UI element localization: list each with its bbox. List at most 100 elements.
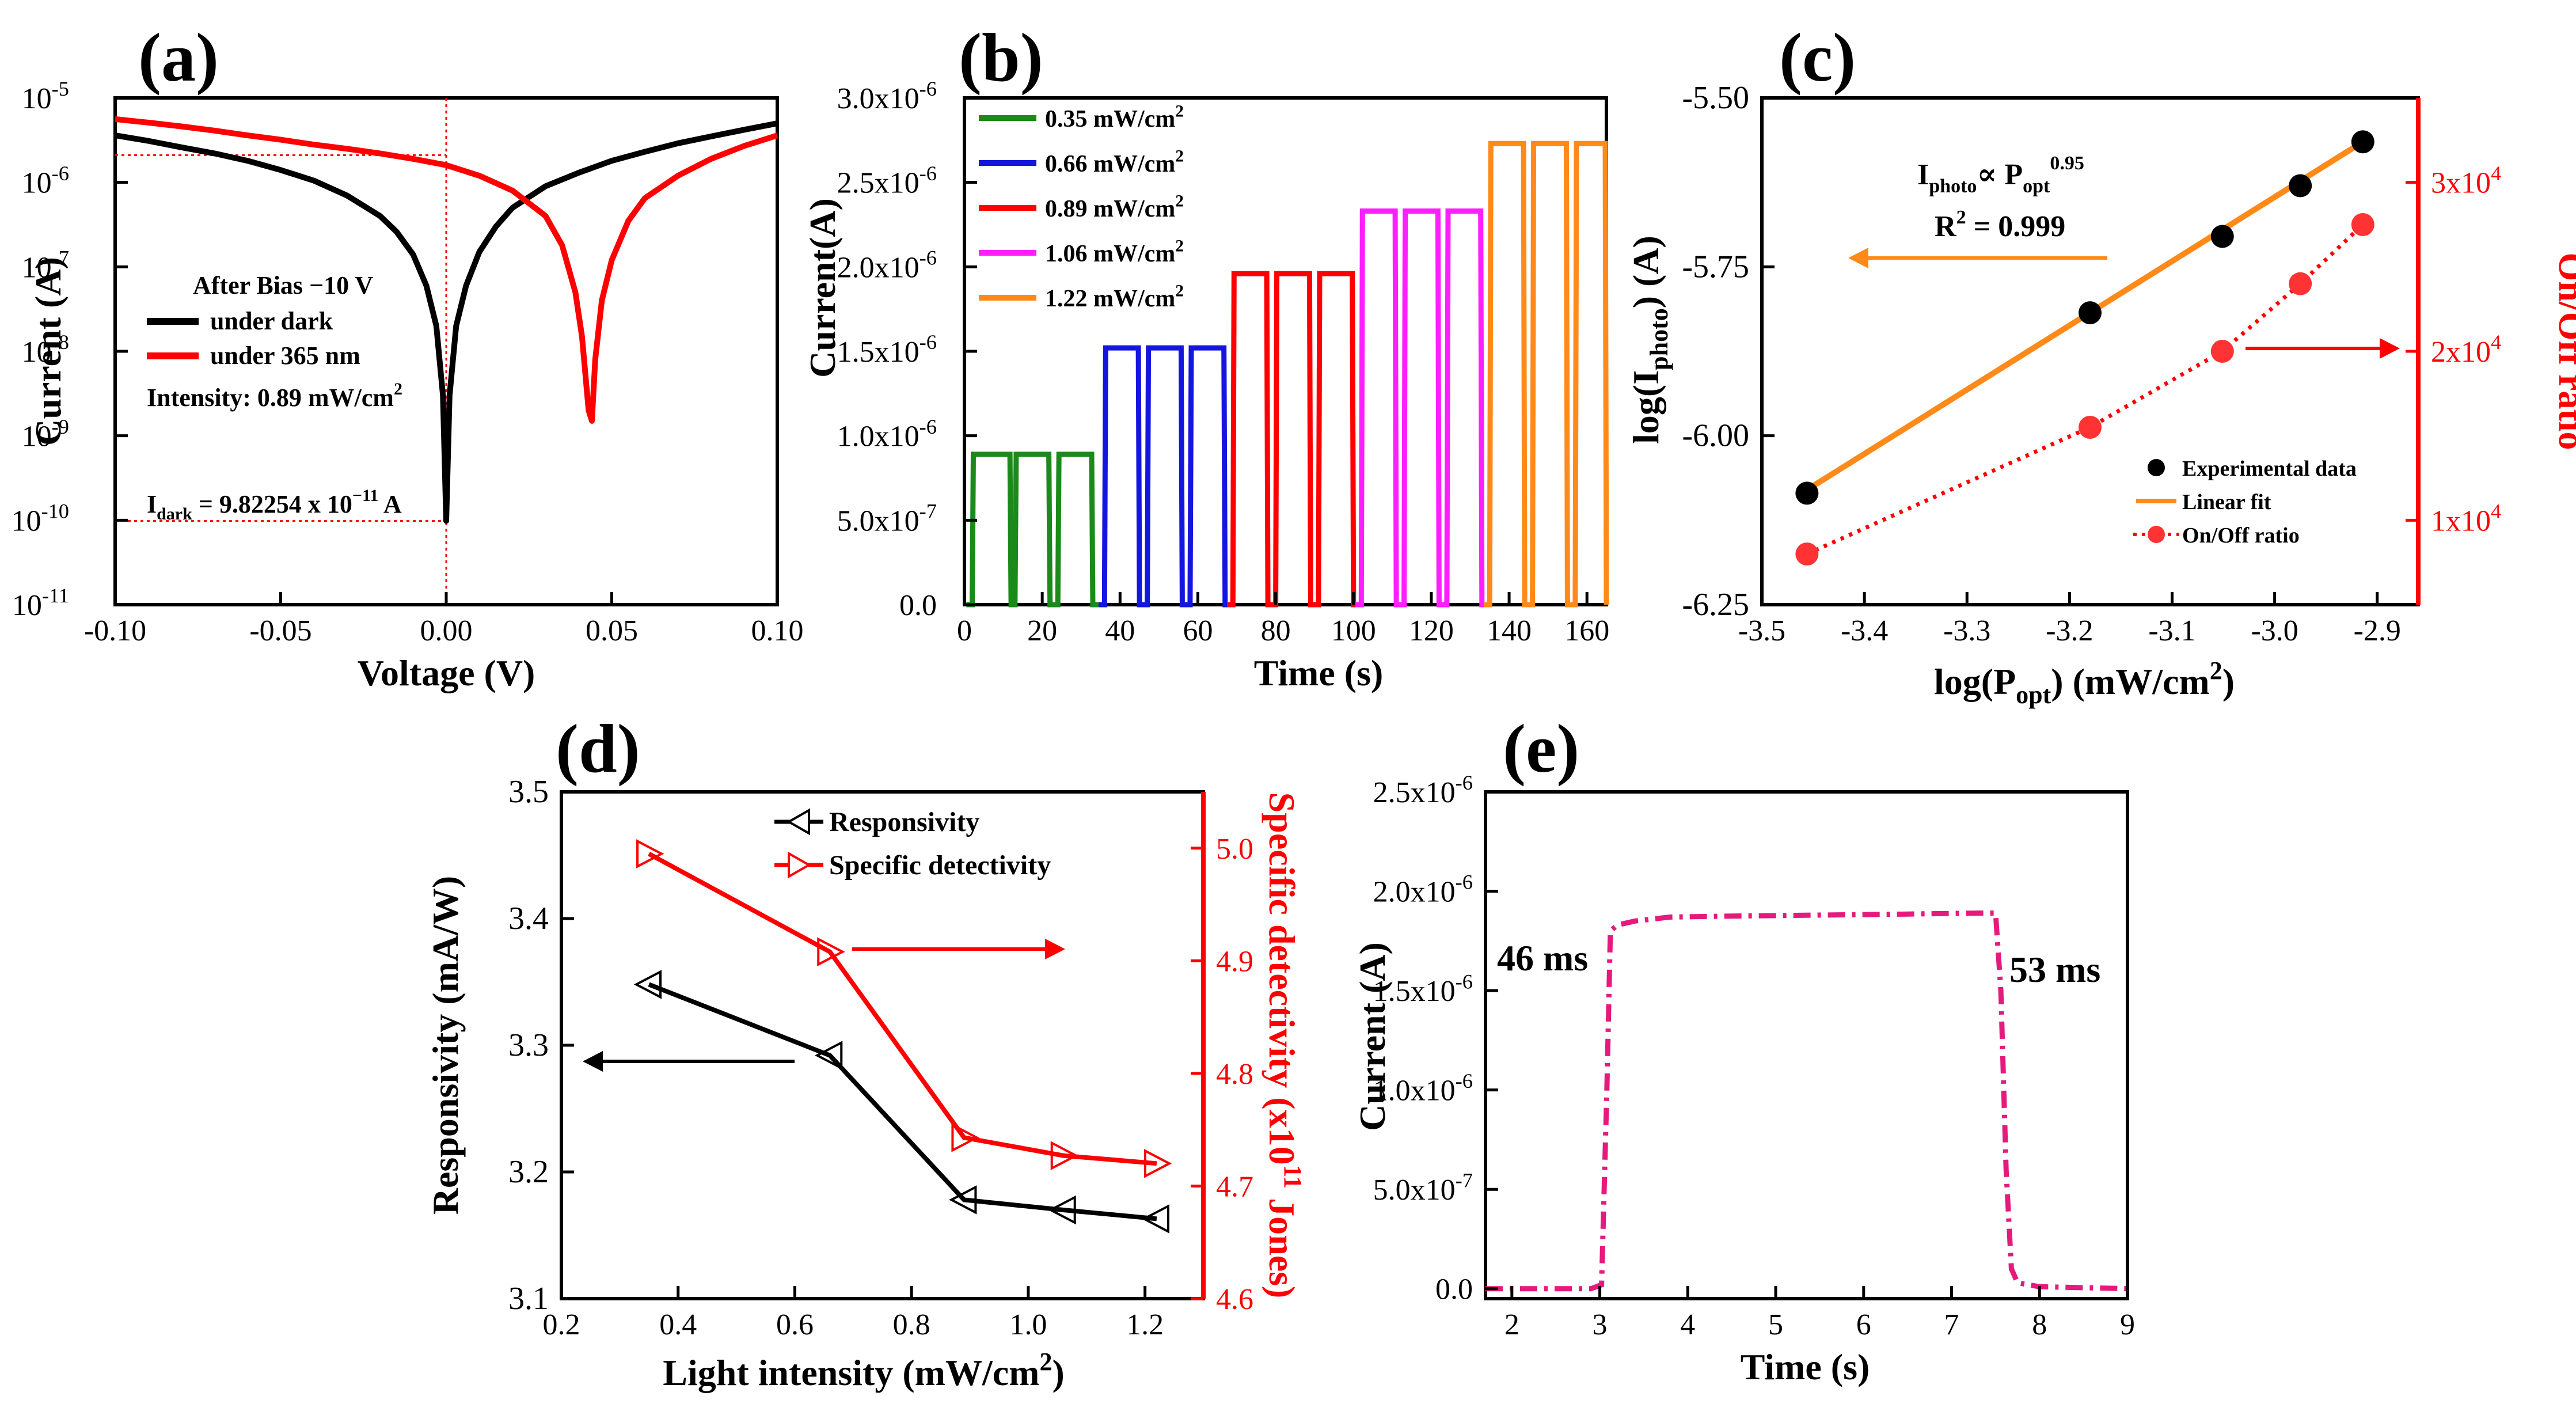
- panel-d-y-ticks: 3.1 3.2 3.3 3.4 3.5: [508, 774, 574, 1316]
- panel-c-y-tick-label: -6.00: [1682, 418, 1749, 454]
- panel-d-y-tick-label: 3.5: [508, 774, 549, 810]
- panel-c-r-squared: R2 = 0.999: [1935, 207, 2065, 243]
- panel-c-arrow-right-head: [2380, 338, 2400, 359]
- panel-c-data-point: [2079, 301, 2102, 325]
- panel-b-x-axis-label: Time (s): [1254, 652, 1384, 693]
- panel-e-x-tick-label: 2: [1504, 1308, 1519, 1341]
- panel-d-x-tick-label: 0.6: [776, 1308, 814, 1341]
- panel-d-x-tick-label: 1.0: [1009, 1308, 1047, 1341]
- panel-c-y-tick-label: -5.50: [1682, 80, 1749, 116]
- panel-a-y-ticks: 10-5 10-6 10-7 10-8 10-9 10-10 10-11: [11, 77, 128, 622]
- panel-b-x-tick-label: 40: [1105, 614, 1135, 647]
- panel-a-series-dark: [115, 120, 778, 524]
- panel-c-onoff-line: [1806, 223, 2365, 556]
- panel-a-x-tick-label: -0.10: [84, 614, 146, 647]
- panel-d-x-tick-label: 1.2: [1126, 1308, 1164, 1341]
- panel-b-series-4: [1355, 208, 1488, 608]
- panel-c-y-tick-label: -5.75: [1682, 249, 1749, 284]
- panel-c-data-point: [2210, 225, 2234, 248]
- panel-d-legend-resp: Responsivity: [829, 807, 979, 837]
- panel-e-y-tick-label: 1.5x10-6: [1373, 970, 1473, 1008]
- panel-c-arrow-left-head: [1848, 248, 1868, 268]
- panel-d-plot: [633, 839, 1172, 1234]
- panel-e-y-tick-label: 2.0x10-6: [1373, 871, 1473, 909]
- panel-b-y-tick-label: 2.5x10-6: [837, 162, 937, 200]
- panel-c-label: (c): [1779, 19, 1856, 96]
- panel-e-x-tick-label: 3: [1593, 1308, 1608, 1341]
- panel-c-x-tick-label: -3.3: [1943, 614, 1990, 647]
- panel-e-label: (e): [1503, 710, 1579, 787]
- panel-a-label: (a): [138, 19, 219, 96]
- panel-b-legend-label: 1.22 mW/cm2: [1045, 282, 1184, 312]
- panel-b-x-tick-label: 80: [1261, 614, 1291, 647]
- panel-c-onoff-point: [2079, 416, 2102, 439]
- panel-a-x-ticks: -0.10 -0.05 0.00 0.05 0.10: [84, 592, 804, 647]
- panel-c-y2-ticks: 1x104 2x104 3x104: [2406, 162, 2501, 537]
- panel-b-legend-label: 1.06 mW/cm2: [1045, 237, 1184, 267]
- panel-a-y-tick-label: 10-11: [12, 584, 69, 622]
- panel-a-legend-header: After Bias −10 V: [193, 271, 373, 299]
- panel-b-y-tick-label: 1.5x10-6: [837, 331, 937, 369]
- panel-d-x-tick-label: 0.2: [543, 1308, 580, 1341]
- panel-d-y-tick-label: 3.3: [508, 1027, 549, 1063]
- panel-b-x-tick-label: 0: [957, 614, 972, 647]
- panel-d-x-tick-label: 0.4: [659, 1308, 697, 1341]
- panel-b: (b) 0 20 40 60 80 100 120 140 160 0.0 5.0x10-7 1.0…: [802, 19, 1609, 693]
- panel-d-y2-ticks: 4.6 4.7 4.8 4.9 5.0: [1191, 833, 1253, 1316]
- panel-d-y-tick-label: 3.4: [508, 901, 549, 936]
- panel-d-y2-tick-label: 4.7: [1216, 1170, 1253, 1203]
- panel-a-y-tick-label: 10-5: [22, 77, 69, 115]
- panel-e-y-ticks: 0.0 5.0x10-7 1.0x10-6 1.5x10-6 2.0x10-6 2.5x1…: [1373, 771, 1498, 1306]
- panel-a-legend-dark: under dark: [210, 307, 333, 335]
- panel-d-responsivity-point: [1141, 1204, 1169, 1234]
- panel-c-x-axis-label: log(Popt) (mW/cm2): [1934, 657, 2235, 709]
- panel-e-x-tick-label: 9: [2120, 1308, 2135, 1341]
- panel-b-y-ticks: 0.0 5.0x10-7 1.0x10-6 1.5x10-6 2.0x10-6 2.5x1…: [837, 77, 977, 622]
- panel-d-legend-det: Specific detectivity: [829, 850, 1051, 881]
- panel-d-detectivity-line: [648, 852, 1157, 1166]
- panel-e-rise-time: 46 ms: [1497, 938, 1588, 978]
- panel-c-legend: Experimental data Linear fit On/Off rati…: [2133, 457, 2357, 548]
- panel-d-y2-tick-label: 5.0: [1216, 833, 1253, 866]
- panel-c-plot: [1795, 130, 2374, 566]
- panel-d-y-tick-label: 3.1: [508, 1281, 549, 1316]
- panel-d-responsivity-line: [648, 982, 1157, 1221]
- panel-b-y-tick-label: 3.0x10-6: [837, 77, 937, 115]
- panel-c-y-tick-label: -6.25: [1682, 587, 1749, 623]
- panel-b-y-tick-label: 5.0x10-7: [837, 499, 937, 537]
- panel-c-y-ticks: -5.50 -5.75 -6.00 -6.25: [1682, 80, 1775, 623]
- panel-b-y-tick-label: 1.0x10-6: [837, 415, 937, 453]
- panel-b-y-tick-label: 2.0x10-6: [837, 246, 937, 284]
- panel-b-legend-label: 0.35 mW/cm2: [1045, 102, 1184, 132]
- panel-d-y2-tick-label: 4.9: [1216, 945, 1253, 978]
- panel-c-x-tick-label: -3.1: [2148, 614, 2195, 647]
- panel-a-x-axis-label: Voltage (V): [358, 652, 535, 693]
- panel-d-responsivity-point: [949, 1185, 977, 1215]
- panel-d-responsivity-point: [1048, 1195, 1076, 1225]
- panel-e-y-axis-label: Current (A): [1352, 942, 1393, 1131]
- panel-b-legend-label: 0.66 mW/cm2: [1045, 147, 1184, 177]
- panel-b-x-tick-label: 120: [1409, 614, 1454, 647]
- panel-a-y-tick-label: 10-6: [22, 162, 69, 200]
- panel-e-x-ticks: 2 3 4 5 6 7 8 9: [1504, 1286, 2135, 1341]
- panel-e-y-tick-label: 0.0: [1435, 1273, 1473, 1306]
- panel-a-x-tick-label: 0.05: [586, 614, 638, 647]
- panel-c-x-tick-label: -3.0: [2251, 614, 2298, 647]
- panel-b-x-tick-label: 20: [1027, 614, 1057, 647]
- panel-a: (a) -0.10 -0.05 0.00 0.05 0.10 10-510-610-71…: [11, 19, 803, 693]
- panel-c-data-point: [2351, 130, 2374, 154]
- panel-e-y-tick-label: 5.0x10-7: [1373, 1168, 1473, 1206]
- panel-c-onoff-point: [2351, 213, 2374, 236]
- panel-a-x-tick-label: -0.05: [249, 614, 311, 647]
- panel-d-detectivity-point: [817, 937, 845, 966]
- panel-b-plot: [966, 141, 1609, 608]
- panel-e: (e) 2 3 4 5 6 7 8 9 0.0 5.0x10-7 1.0x10-6 1.5x10-6…: [1352, 710, 2135, 1387]
- panel-d-responsivity-point: [814, 1041, 843, 1070]
- panel-e-x-tick-label: 7: [1944, 1308, 1959, 1341]
- panel-c-onoff-point: [2289, 272, 2312, 295]
- panel-d-detectivity-point: [1143, 1149, 1172, 1178]
- panel-b-y-tick-label: 0.0: [899, 589, 937, 622]
- panel-c-y2-tick-label: 2x104: [2431, 331, 2501, 369]
- panel-d-legend-marker-resp: [786, 808, 810, 836]
